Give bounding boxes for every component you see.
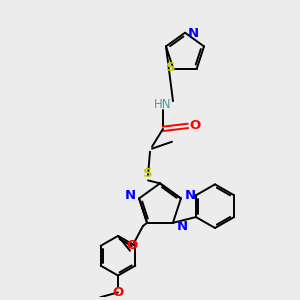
Text: O: O — [112, 286, 124, 299]
Text: N: N — [176, 220, 188, 233]
Text: O: O — [189, 119, 201, 132]
Text: HN: HN — [154, 98, 172, 111]
Text: S: S — [167, 61, 176, 74]
Text: N: N — [124, 189, 136, 202]
Text: N: N — [188, 27, 199, 40]
Text: O: O — [126, 239, 138, 252]
Text: S: S — [143, 167, 153, 180]
Text: N: N — [184, 189, 196, 202]
